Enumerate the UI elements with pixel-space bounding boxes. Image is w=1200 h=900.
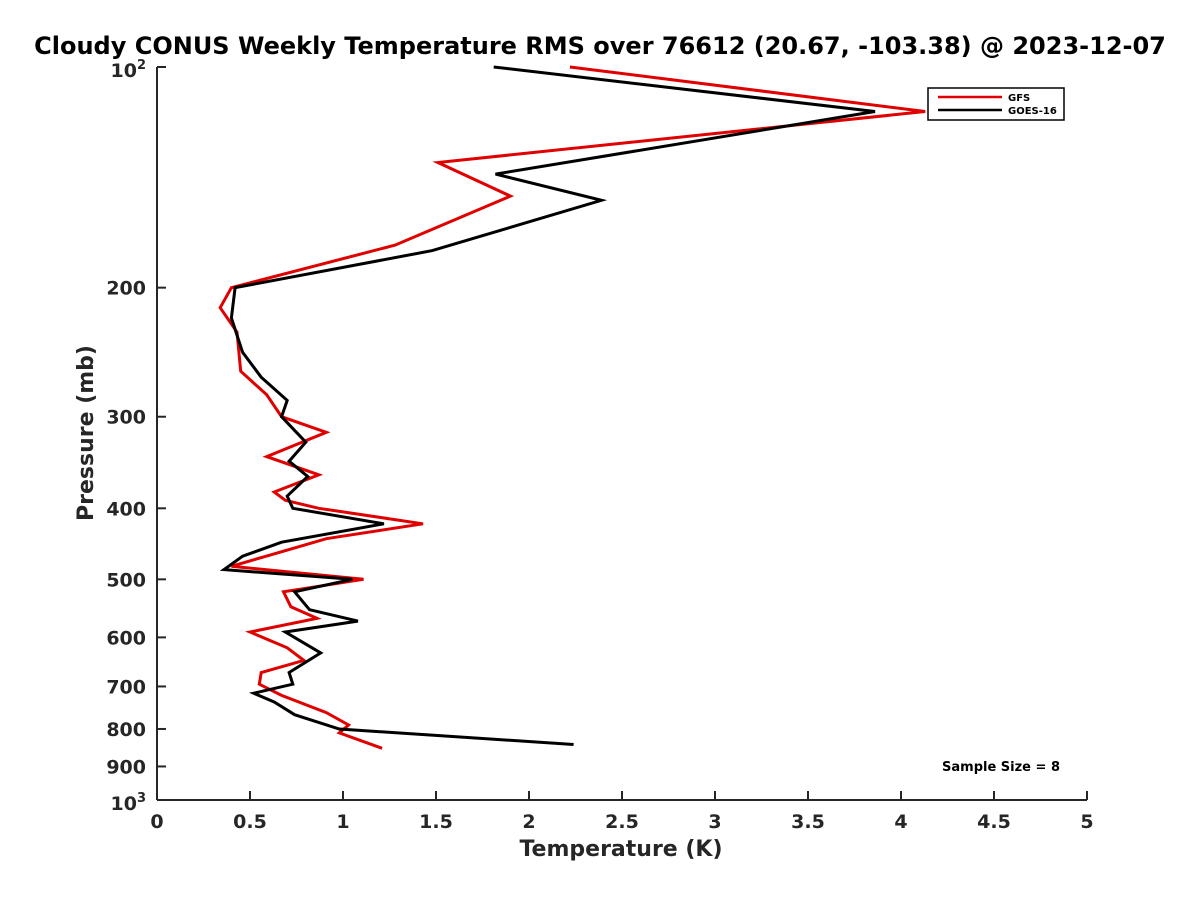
- x-tick-label: 4.5: [977, 811, 1011, 833]
- x-ticks: 0 0.5 1 1.5 2 2.5 3 3.5 4 4.5 5: [150, 791, 1094, 833]
- series-group: [218, 65, 926, 750]
- chart-title: Cloudy CONUS Weekly Temperature RMS over…: [34, 32, 1166, 60]
- x-axis-label: Temperature (K): [519, 837, 722, 862]
- series-line-goes16: [219, 65, 876, 746]
- y-tick-label: 900: [106, 756, 146, 778]
- x-tick-label: 0.5: [233, 811, 267, 833]
- y-tick-label: 600: [106, 627, 146, 649]
- x-tick-label: 5: [1080, 811, 1093, 833]
- x-tick-label: 0: [150, 811, 163, 833]
- y-limit-top-label: 102: [111, 58, 147, 82]
- y-tick-label: 800: [106, 719, 146, 741]
- x-tick-label: 4: [894, 811, 907, 833]
- x-tick-label: 2: [522, 811, 535, 833]
- y-tick-label: 500: [106, 569, 146, 591]
- y-limit-bottom-label: 103: [111, 791, 147, 815]
- y-tick-label: 200: [106, 278, 146, 300]
- y-limit-bottom-base: 10: [111, 793, 137, 815]
- y-tick-label: 300: [106, 407, 146, 429]
- sample-size-annotation: Sample Size = 8: [942, 760, 1060, 775]
- y-ticks: 200 300 400 500 600 700 800 900: [106, 66, 166, 801]
- x-tick-label: 2.5: [605, 811, 639, 833]
- x-tick-label: 3.5: [791, 811, 825, 833]
- y-tick-label: 700: [106, 676, 146, 698]
- y-limit-top-base: 10: [111, 60, 137, 82]
- x-tick-label: 3: [708, 811, 721, 833]
- x-tick-label: 1.5: [419, 811, 453, 833]
- y-tick-label: 400: [106, 498, 146, 520]
- legend-label-gfs: GFS: [1008, 93, 1030, 104]
- y-axis-label: Pressure (mb): [74, 345, 99, 521]
- x-tick-label: 1: [336, 811, 349, 833]
- legend: GFS GOES-16: [927, 87, 1065, 121]
- legend-label-goes16: GOES-16: [1008, 106, 1057, 117]
- legend-box: [927, 87, 1065, 121]
- y-limit-bottom-exponent: 3: [137, 791, 146, 806]
- series-line-gfs: [218, 65, 926, 750]
- y-limit-top-exponent: 2: [137, 58, 146, 73]
